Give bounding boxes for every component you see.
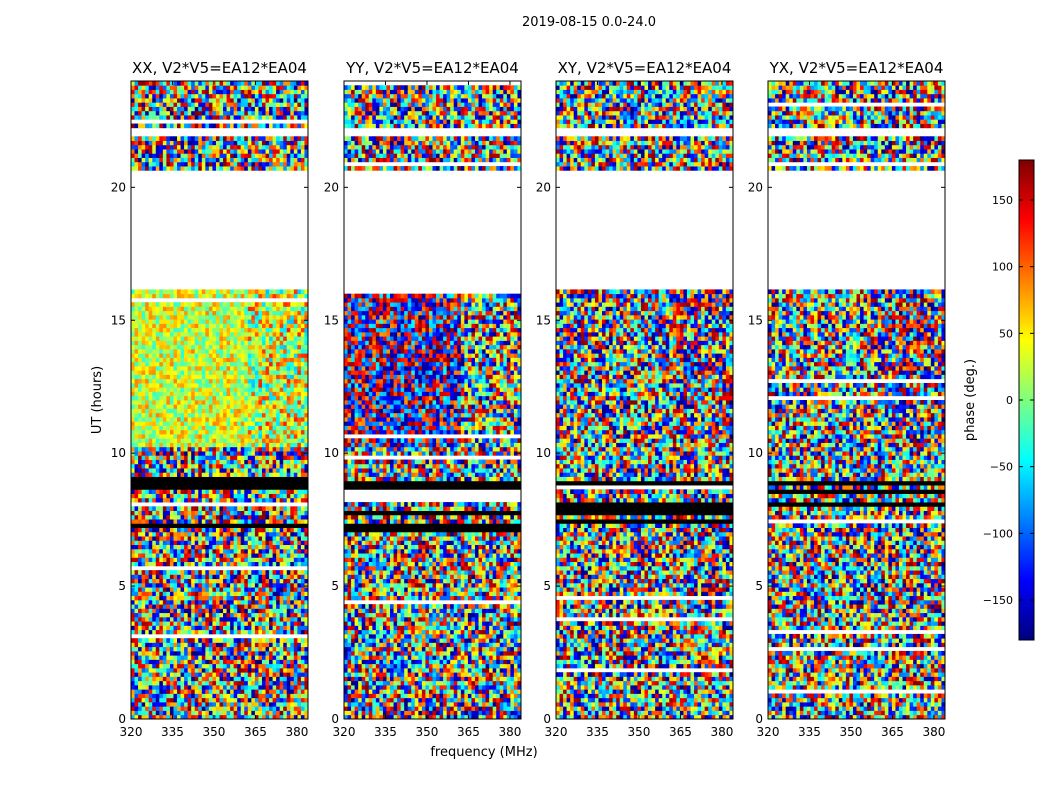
x-tick-label: 320 [120,725,143,739]
colorbar-tick-label: 50 [999,327,1013,340]
x-tick-label: 380 [498,725,521,739]
x-tick-label: 320 [333,725,356,739]
y-tick-label: 10 [748,446,763,460]
y-tick-label: 5 [543,579,551,593]
y-tick-label: 0 [543,712,551,726]
y-tick-label: 10 [324,446,339,460]
y-tick-label: 15 [324,313,339,327]
y-tick-label: 5 [118,579,126,593]
x-tick-label: 365 [244,725,267,739]
panel-title: XY, V2*V5=EA12*EA04 [558,59,732,77]
y-tick-label: 20 [324,180,339,194]
x-tick-label: 335 [798,725,821,739]
x-tick-label: 350 [416,725,439,739]
heatmap-cells [556,81,733,719]
y-tick-label: 15 [748,313,763,327]
x-tick-label: 335 [586,725,609,739]
panel-2: YY, V2*V5=EA12*EA04 320 335 350 365 380 0 5 10 15… [324,59,522,739]
y-tick-label: 20 [111,180,126,194]
x-tick-label: 380 [922,725,945,739]
y-tick-label: 15 [111,313,126,327]
y-tick-label: 0 [755,712,763,726]
y-axis-label: UT (hours) [90,366,105,434]
panel-title: YX, V2*V5=EA12*EA04 [769,59,944,77]
x-tick-label: 335 [374,725,397,739]
y-tick-label: 0 [331,712,339,726]
x-tick-label: 365 [457,725,480,739]
colorbar-tick-label: 0 [1006,394,1013,407]
y-tick-label: 15 [536,313,551,327]
y-tick-label: 5 [331,579,339,593]
colorbar-tick-label: −150 [983,594,1013,607]
panel-frame [343,80,522,720]
x-tick-label: 380 [285,725,308,739]
panel-title: XX, V2*V5=EA12*EA04 [132,59,307,77]
x-tick-label: 380 [710,725,733,739]
heatmap-cells [768,81,945,719]
heatmap-cells [131,81,308,719]
heatmap-cells [344,85,521,719]
panels: XX, V2*V5=EA12*EA04 320 335 350 365 380 0 5 10 15… [111,59,946,739]
panel-1: XX, V2*V5=EA12*EA04 320 335 350 365 380 0 5 10 15… [111,59,309,739]
x-tick-label: 320 [757,725,780,739]
panel-3: XY, V2*V5=EA12*EA04 320 335 350 365 380 0 5 10 15… [536,59,734,739]
x-axis-label: frequency (MHz) [430,745,537,760]
colorbar: −150 −100 −50 0 50 100 150 [983,159,1035,641]
colorbar-tick-label: 100 [992,261,1013,274]
panel-frame [555,80,734,720]
panel-frame [767,80,946,720]
colorbar-label: phase (deg.) [963,359,978,441]
y-tick-label: 20 [536,180,551,194]
colorbar-tick-label: −50 [990,461,1013,474]
colorbar-tick-label: −100 [983,527,1013,540]
panel-title: YY, V2*V5=EA12*EA04 [345,59,519,77]
y-tick-label: 10 [111,446,126,460]
x-tick-label: 365 [881,725,904,739]
x-tick-label: 320 [545,725,568,739]
y-tick-label: 0 [118,712,126,726]
figure-title: 2019-08-15 0.0-24.0 [522,15,656,30]
y-tick-label: 10 [536,446,551,460]
colorbar-tick-label: 150 [992,194,1013,207]
panel-frame [130,80,309,720]
x-tick-label: 350 [628,725,651,739]
x-tick-label: 350 [840,725,863,739]
panel-4: YX, V2*V5=EA12*EA04 320 335 350 365 380 0 5 10 15… [748,59,946,739]
y-tick-label: 5 [755,579,763,593]
x-tick-label: 350 [203,725,226,739]
y-tick-label: 20 [748,180,763,194]
x-tick-label: 335 [161,725,184,739]
x-tick-label: 365 [669,725,692,739]
